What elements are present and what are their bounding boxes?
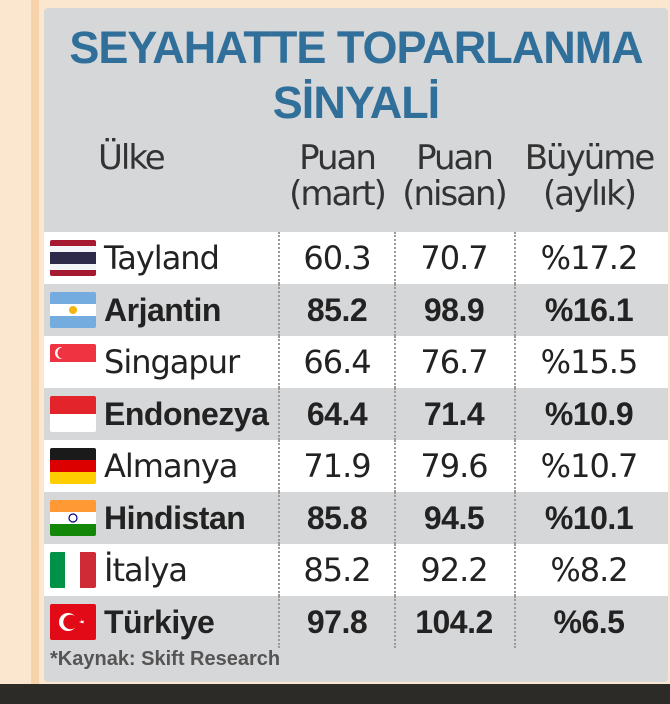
source-note: *Kaynak: Skift Research bbox=[50, 648, 281, 670]
monthly-growth: %8.2 bbox=[550, 551, 628, 589]
march-score: 85.2 bbox=[303, 551, 371, 589]
april-score: 92.2 bbox=[420, 551, 488, 589]
column-separator bbox=[514, 596, 516, 648]
monthly-growth: %16.1 bbox=[544, 292, 634, 328]
india-flag-icon bbox=[50, 500, 96, 536]
monthly-growth: %17.2 bbox=[540, 239, 639, 277]
table-row: Arjantin 85.2 98.9 %16.1 bbox=[44, 284, 668, 336]
april-score: 98.9 bbox=[423, 292, 485, 328]
column-separator bbox=[514, 492, 516, 544]
header-growth-line1: Büyüme bbox=[524, 138, 656, 178]
column-separator bbox=[394, 388, 396, 440]
title-line-2: SİNYALİ bbox=[272, 77, 440, 128]
column-separator bbox=[394, 544, 396, 596]
march-score: 64.4 bbox=[306, 396, 368, 432]
march-score: 66.4 bbox=[303, 343, 371, 381]
table-row: Tayland 60.3 70.7 %17.2 bbox=[44, 232, 668, 284]
bottom-strip bbox=[0, 684, 670, 704]
left-margin-stripe bbox=[31, 0, 39, 704]
column-separator bbox=[514, 232, 516, 284]
table-row: Almanya 71.9 79.6 %10.7 bbox=[44, 440, 668, 492]
column-separator bbox=[278, 232, 280, 284]
april-score: 70.7 bbox=[420, 239, 488, 277]
column-separator bbox=[394, 492, 396, 544]
march-score: 97.8 bbox=[306, 604, 368, 640]
header-march-line2: (mart) bbox=[289, 174, 387, 214]
header-april-line1: Puan bbox=[416, 138, 494, 178]
monthly-growth: %10.7 bbox=[540, 447, 639, 485]
column-separator bbox=[514, 544, 516, 596]
column-separator bbox=[278, 596, 280, 648]
turkey-flag-icon bbox=[50, 604, 96, 640]
table-row: Singapur 66.4 76.7 %15.5 bbox=[44, 336, 668, 388]
monthly-growth: %10.9 bbox=[544, 396, 634, 432]
table-row: Türkiye 97.8 104.2 %6.5 bbox=[44, 596, 668, 648]
column-separator bbox=[514, 388, 516, 440]
monthly-growth: %6.5 bbox=[553, 604, 625, 640]
april-score: 76.7 bbox=[420, 343, 488, 381]
title-line-1: SEYAHATTE TOPARLANMA bbox=[69, 22, 643, 73]
column-separator bbox=[394, 232, 396, 284]
header-april-line2: (nisan) bbox=[402, 174, 508, 214]
column-separator bbox=[278, 388, 280, 440]
table-row: Endonezya 64.4 71.4 %10.9 bbox=[44, 388, 668, 440]
country-name: Endonezya bbox=[104, 396, 269, 432]
april-score: 104.2 bbox=[415, 604, 493, 640]
column-separator bbox=[394, 284, 396, 336]
column-separator bbox=[278, 440, 280, 492]
monthly-growth: %15.5 bbox=[540, 343, 639, 381]
monthly-growth: %10.1 bbox=[544, 500, 634, 536]
thailand-flag-icon bbox=[50, 240, 96, 276]
country-name: Hindistan bbox=[104, 500, 246, 536]
country-name: Türkiye bbox=[104, 604, 215, 640]
header-growth: Büyüme (aylık) bbox=[518, 140, 660, 212]
header-growth-line2: (aylık) bbox=[542, 174, 637, 214]
column-separator bbox=[514, 284, 516, 336]
column-separator bbox=[278, 544, 280, 596]
march-score: 85.8 bbox=[306, 500, 368, 536]
singapore-flag-icon bbox=[50, 344, 96, 380]
march-score: 85.2 bbox=[306, 292, 368, 328]
header-march-line1: Puan bbox=[299, 138, 377, 178]
column-separator bbox=[394, 336, 396, 388]
column-separator bbox=[394, 596, 396, 648]
april-score: 71.4 bbox=[423, 396, 485, 432]
column-separator bbox=[278, 284, 280, 336]
country-name: İtalya bbox=[104, 551, 188, 589]
column-separator bbox=[514, 336, 516, 388]
column-separator bbox=[394, 440, 396, 492]
country-name: Almanya bbox=[104, 447, 238, 485]
column-separator bbox=[514, 440, 516, 492]
april-score: 94.5 bbox=[423, 500, 485, 536]
header-country: Ülke bbox=[98, 138, 166, 178]
germany-flag-icon bbox=[50, 448, 96, 484]
argentina-flag-icon bbox=[50, 292, 96, 328]
header-march: Puan (mart) bbox=[283, 140, 391, 212]
header-april: Puan (nisan) bbox=[398, 140, 510, 212]
country-name: Tayland bbox=[104, 239, 220, 277]
table-row: Hindistan 85.8 94.5 %10.1 bbox=[44, 492, 668, 544]
italy-flag-icon bbox=[50, 552, 96, 588]
april-score: 79.6 bbox=[420, 447, 488, 485]
column-separator bbox=[278, 336, 280, 388]
column-separator bbox=[278, 492, 280, 544]
march-score: 60.3 bbox=[303, 239, 371, 277]
country-name: Singapur bbox=[104, 343, 240, 381]
indonesia-flag-icon bbox=[50, 396, 96, 432]
march-score: 71.9 bbox=[303, 447, 371, 485]
table-body: Tayland 60.3 70.7 %17.2 Arjantin 85.2 98.9 %16.… bbox=[44, 232, 668, 648]
table-row: İtalya 85.2 92.2 %8.2 bbox=[44, 544, 668, 596]
country-name: Arjantin bbox=[104, 292, 221, 328]
